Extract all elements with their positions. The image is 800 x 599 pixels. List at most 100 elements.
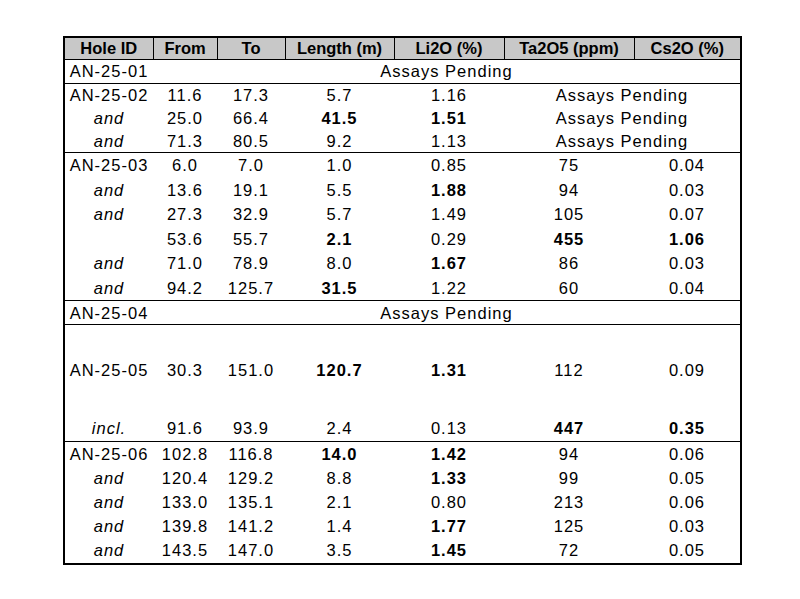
li2o-cell: 0.13 [394, 416, 504, 441]
to-cell: 125.7 [217, 276, 285, 301]
li2o-cell: 1.42 [394, 441, 504, 466]
to-cell: 17.3 [217, 84, 285, 107]
length-cell: 8.0 [285, 251, 394, 276]
assay-results-table-container: Hole IDFromToLength (m)Li2O (%)Ta2O5 (pp… [63, 36, 742, 565]
to-cell: 78.9 [217, 251, 285, 276]
hole-id-cell: and [64, 251, 153, 276]
assays-pending-cell: Assays Pending [504, 107, 741, 130]
from-cell: 71.0 [153, 251, 217, 276]
table-row: and13.619.15.51.88940.03 [64, 178, 741, 203]
table-row: 53.655.72.10.294551.06 [64, 227, 741, 252]
ta2o5-cell: 94 [504, 178, 634, 203]
cs2o-cell: 0.09 [634, 347, 741, 393]
hole-id-cell: incl. [64, 416, 153, 441]
hole-id-cell: and [64, 276, 153, 301]
ta2o5-cell: 86 [504, 251, 634, 276]
table-row: AN-25-0211.617.35.71.16Assays Pending [64, 84, 741, 107]
cs2o-cell: 0.03 [634, 251, 741, 276]
hole-id-cell: AN-25-02 [64, 84, 153, 107]
ta2o5-cell: 99 [504, 466, 634, 490]
from-cell: 139.8 [153, 514, 217, 538]
cs2o-cell: 0.03 [634, 514, 741, 538]
hole-id-cell: AN-25-05 [64, 347, 153, 393]
assays-pending-cell: Assays Pending [504, 84, 741, 107]
to-cell: 116.8 [217, 441, 285, 466]
li2o-cell: 0.80 [394, 490, 504, 514]
length-cell: 5.5 [285, 178, 394, 203]
from-cell: 11.6 [153, 84, 217, 107]
table-row: AN-25-06102.8116.814.01.42940.06 [64, 441, 741, 466]
from-cell: 91.6 [153, 416, 217, 441]
empty-cell [64, 325, 741, 348]
cs2o-cell: 1.06 [634, 227, 741, 252]
table-row: and71.078.98.01.67860.03 [64, 251, 741, 276]
from-cell: 102.8 [153, 441, 217, 466]
table-row: incl.91.693.92.40.134470.35 [64, 416, 741, 441]
hole-id-cell: and [64, 514, 153, 538]
li2o-cell: 1.51 [394, 107, 504, 130]
from-cell: 25.0 [153, 107, 217, 130]
length-cell: 1.4 [285, 514, 394, 538]
to-cell: 55.7 [217, 227, 285, 252]
length-cell: 120.7 [285, 347, 394, 393]
length-cell: 8.8 [285, 466, 394, 490]
ta2o5-cell: 105 [504, 202, 634, 227]
table-row: and71.380.59.21.13Assays Pending [64, 130, 741, 153]
from-cell: 133.0 [153, 490, 217, 514]
table-row: and120.4129.28.81.33990.05 [64, 466, 741, 490]
cs2o-cell: 0.35 [634, 416, 741, 441]
li2o-cell: 1.67 [394, 251, 504, 276]
table-row: and143.5147.03.51.45720.05 [64, 539, 741, 564]
to-cell: 93.9 [217, 416, 285, 441]
col-header-to: To [217, 37, 285, 60]
length-cell: 2.1 [285, 490, 394, 514]
to-cell: 80.5 [217, 130, 285, 153]
cs2o-cell: 0.07 [634, 202, 741, 227]
length-cell: 3.5 [285, 539, 394, 564]
li2o-cell: 1.16 [394, 84, 504, 107]
table-row: AN-25-01Assays Pending [64, 60, 741, 84]
li2o-cell: 0.29 [394, 227, 504, 252]
li2o-cell: 1.13 [394, 130, 504, 153]
hole-id-cell: and [64, 130, 153, 153]
from-cell: 120.4 [153, 466, 217, 490]
table-row: and25.066.441.51.51Assays Pending [64, 107, 741, 130]
col-header-from: From [153, 37, 217, 60]
from-cell: 13.6 [153, 178, 217, 203]
assays-pending-cell: Assays Pending [153, 301, 741, 325]
from-cell: 30.3 [153, 347, 217, 393]
length-cell: 9.2 [285, 130, 394, 153]
assays-pending-cell: Assays Pending [504, 130, 741, 153]
li2o-cell: 1.77 [394, 514, 504, 538]
length-cell: 14.0 [285, 441, 394, 466]
hole-id-cell: and [64, 466, 153, 490]
hole-id-cell [64, 227, 153, 252]
li2o-cell: 1.88 [394, 178, 504, 203]
li2o-cell: 1.22 [394, 276, 504, 301]
table-header: Hole IDFromToLength (m)Li2O (%)Ta2O5 (pp… [64, 37, 741, 60]
col-header-cs2o-pct: Cs2O (%) [634, 37, 741, 60]
length-cell: 2.1 [285, 227, 394, 252]
table-row: and27.332.95.71.491050.07 [64, 202, 741, 227]
to-cell: 129.2 [217, 466, 285, 490]
to-cell: 19.1 [217, 178, 285, 203]
table-row: and133.0135.12.10.802130.06 [64, 490, 741, 514]
ta2o5-cell: 75 [504, 153, 634, 178]
li2o-cell: 1.33 [394, 466, 504, 490]
length-cell: 41.5 [285, 107, 394, 130]
hole-id-cell: AN-25-03 [64, 153, 153, 178]
hole-id-cell: AN-25-06 [64, 441, 153, 466]
table-row: AN-25-036.07.01.00.85750.04 [64, 153, 741, 178]
table-row: and94.2125.731.51.22600.04 [64, 276, 741, 301]
li2o-cell: 1.45 [394, 539, 504, 564]
assays-pending-cell: Assays Pending [153, 60, 741, 84]
length-cell: 1.0 [285, 153, 394, 178]
spacer-row [64, 393, 741, 416]
ta2o5-cell: 94 [504, 441, 634, 466]
cs2o-cell: 0.06 [634, 441, 741, 466]
col-header-hole-id: Hole ID [64, 37, 153, 60]
cs2o-cell: 0.05 [634, 466, 741, 490]
hole-id-cell: AN-25-01 [64, 60, 153, 84]
hole-id-cell: and [64, 490, 153, 514]
to-cell: 66.4 [217, 107, 285, 130]
